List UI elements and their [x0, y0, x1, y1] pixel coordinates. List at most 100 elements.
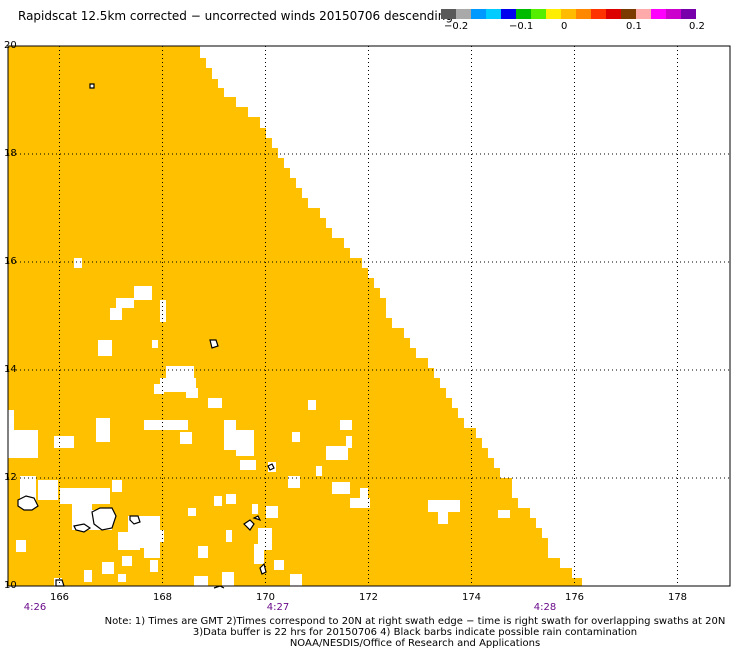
no-data-cell	[360, 488, 368, 500]
no-data-gaps	[8, 258, 510, 586]
no-data-cell	[326, 446, 348, 460]
colorbar-tick-label: 0.2	[689, 21, 705, 32]
no-data-cell	[158, 530, 164, 542]
longitude-label: 168	[152, 592, 173, 603]
note-line-2: 3)Data buffer is 22 hrs for 20150706 4) …	[192, 627, 638, 638]
no-data-cell	[144, 548, 160, 558]
latitude-label: 14	[4, 364, 17, 375]
no-data-cell	[188, 508, 196, 516]
island-outline	[267, 463, 275, 471]
no-data-cell	[54, 436, 74, 448]
time-label: 4:28	[533, 602, 557, 613]
no-data-cell	[240, 460, 256, 470]
no-data-cell	[254, 544, 264, 564]
colorbar-swatch	[546, 9, 561, 19]
longitude-label: 174	[461, 592, 482, 603]
colorbar-swatch	[636, 9, 651, 19]
latitude-label: 16	[4, 256, 17, 267]
no-data-cell	[226, 530, 232, 542]
no-data-cell	[152, 340, 158, 348]
no-data-cell	[84, 570, 92, 582]
colorbar-tick-label: −0.2	[444, 21, 469, 32]
no-data-cell	[8, 430, 38, 458]
colorbar-swatch	[681, 9, 696, 19]
no-data-cell	[290, 574, 302, 586]
colorbar-swatch	[516, 9, 531, 19]
no-data-cell	[288, 476, 300, 488]
no-data-cell	[346, 436, 352, 448]
no-data-cell	[122, 556, 132, 566]
island-outline	[89, 83, 95, 89]
island-outline	[91, 507, 117, 531]
time-label: 4:26	[23, 602, 47, 613]
no-data-cell	[252, 504, 258, 514]
latitude-label: 12	[4, 472, 17, 483]
footer-notes: Note: 1) Times are GMT 2)Times correspon…	[0, 616, 740, 649]
no-data-cell	[498, 510, 510, 518]
latitude-label: 10	[4, 580, 17, 591]
note-line-3: NOAA/NESDIS/Office of Research and Appli…	[289, 638, 541, 649]
latitude-label: 18	[4, 148, 17, 159]
no-data-cell	[222, 572, 234, 586]
no-data-cell	[134, 286, 152, 300]
no-data-cell	[332, 482, 350, 494]
no-data-cell	[316, 466, 322, 476]
no-data-cell	[224, 420, 236, 450]
colorbar-swatch	[561, 9, 576, 19]
no-data-cell	[292, 432, 300, 442]
no-data-cell	[194, 576, 208, 586]
longitude-label: 172	[358, 592, 379, 603]
time-label: 4:27	[266, 602, 290, 613]
no-data-cell	[266, 506, 278, 518]
no-data-cell	[102, 562, 114, 574]
longitude-label: 178	[667, 592, 688, 603]
no-data-cell	[428, 500, 460, 512]
no-data-cell	[340, 420, 352, 430]
colorbar-swatch	[486, 9, 501, 19]
no-data-cell	[208, 398, 222, 408]
no-data-cell	[214, 496, 222, 506]
island-outline	[243, 519, 255, 531]
no-data-cell	[110, 308, 122, 320]
longitude-label: 176	[564, 592, 585, 603]
longitude-label: 166	[49, 592, 70, 603]
map-frame	[7, 45, 731, 587]
colorbar-swatch	[471, 9, 486, 19]
colorbar-swatch	[456, 9, 471, 19]
island-outline	[209, 339, 219, 349]
island-outline	[73, 523, 92, 533]
no-data-cell	[74, 258, 82, 268]
swath-fill	[8, 46, 582, 586]
map-title: Rapidscat 12.5km corrected − uncorrected…	[18, 9, 453, 23]
island-outlines	[17, 83, 275, 589]
no-data-cell	[154, 384, 164, 394]
no-data-cell	[72, 500, 92, 530]
graticule-gridlines	[8, 46, 730, 586]
note-line-1: Note: 1) Times are GMT 2)Times correspon…	[104, 616, 726, 627]
no-data-cell	[198, 546, 208, 558]
colorbar-swatch	[576, 9, 591, 19]
no-data-cell	[144, 420, 188, 430]
colorbar-swatch	[606, 9, 621, 19]
colorbar-swatch	[441, 9, 456, 19]
colorbar-tick-label: −0.1	[509, 21, 534, 32]
colorbar-swatch	[666, 9, 681, 19]
colorbar-swatch	[651, 9, 666, 19]
no-data-cell	[112, 480, 122, 492]
no-data-cell	[118, 532, 140, 550]
colorbar-tick-label: 0.1	[626, 21, 642, 32]
colorbar-tick-label: 0	[561, 21, 568, 32]
longitude-label: 170	[255, 592, 276, 603]
colorbar-swatch	[501, 9, 516, 19]
no-data-cell	[8, 410, 14, 438]
no-data-cell	[116, 298, 134, 308]
no-data-cell	[150, 560, 158, 572]
no-data-cell	[166, 366, 194, 378]
no-data-cell	[236, 430, 254, 456]
no-data-cell	[98, 340, 112, 356]
no-data-cell	[118, 574, 126, 582]
latitude-label: 20	[4, 40, 17, 51]
no-data-cell	[38, 480, 58, 500]
no-data-cell	[16, 540, 26, 552]
